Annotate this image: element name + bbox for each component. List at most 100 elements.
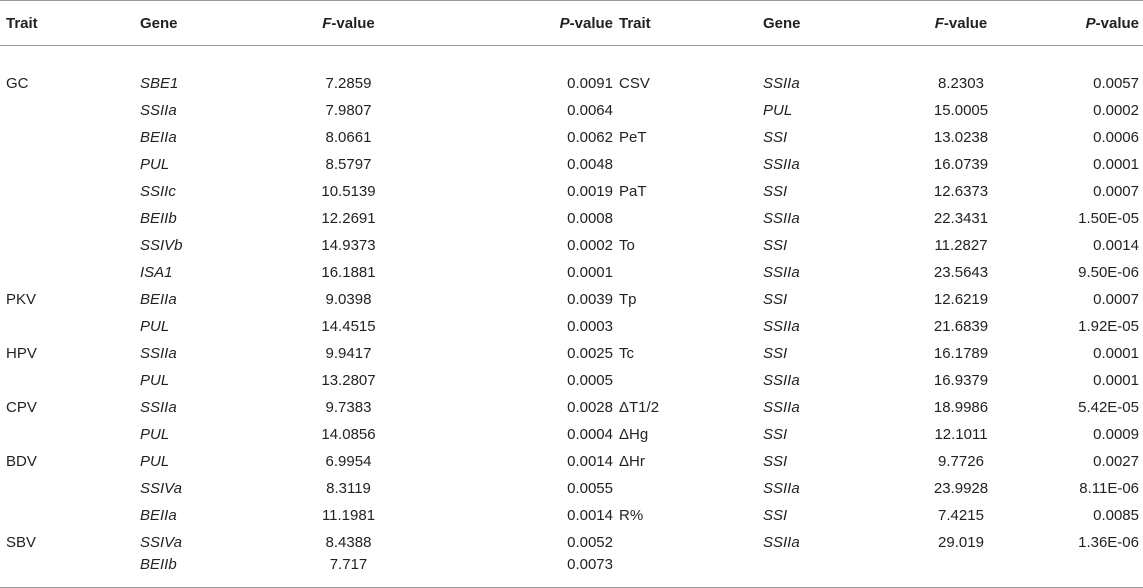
gene-cell: BEIIa — [140, 507, 177, 524]
p-value-cell: 0.0019 — [567, 183, 613, 200]
gene-cell: SSI — [763, 426, 788, 443]
trait-cell — [0, 232, 140, 259]
gene-cell: BEIIb — [140, 556, 265, 588]
trait-cell — [613, 97, 763, 124]
gene-cell: SSIIa — [763, 210, 800, 227]
header-f-value-2: F-value — [893, 0, 1029, 46]
f-value-cell: 29.019 — [938, 534, 984, 551]
f-value-cell: 16.1881 — [321, 264, 376, 281]
p-value-cell: 0.0006 — [1093, 129, 1139, 146]
gene-cell: SSIIa — [140, 399, 177, 416]
trait-cell: PKV — [6, 291, 37, 308]
trait-cell: BDV — [6, 453, 37, 470]
gene-cell: ISA1 — [140, 264, 173, 281]
trait-cell — [0, 124, 140, 151]
header-trait-2: Trait — [613, 0, 763, 46]
table-row: HPV SSIIa 9.9417 0.0025 Tc SSI 16.1789 0.0001 — [0, 340, 1143, 367]
p-value-cell: 0.0001 — [567, 264, 613, 281]
trait-cell: Tp — [619, 291, 637, 308]
p-value-cell: 0.0003 — [567, 318, 613, 335]
f-value-cell: 7.9807 — [325, 102, 372, 119]
p-value-cell: 5.42E-05 — [1078, 399, 1139, 416]
p-value-cell: 0.0064 — [567, 102, 613, 119]
p-value-cell: 0.0048 — [567, 156, 613, 173]
table-row: BEIIb 7.717 0.0073 — [0, 556, 1143, 588]
f-value-cell: 12.1011 — [934, 426, 988, 443]
trait-cell: SBV — [6, 534, 37, 551]
f-value-cell: 22.3431 — [933, 210, 989, 227]
f-value-cell: 12.2691 — [321, 210, 376, 227]
gene-cell: SSIIc — [140, 183, 176, 200]
trait-cell — [613, 475, 763, 502]
gene-cell: SSIIa — [763, 480, 800, 497]
p-value-cell: 1.92E-05 — [1078, 318, 1139, 335]
trait-cell: ΔHg — [619, 426, 649, 443]
table-row: SBV SSIVa 8.4388 0.0052 SSIIa 29.019 1.36E-06 — [0, 529, 1143, 556]
header-gene-2: Gene — [763, 0, 893, 46]
p-value-cell: 0.0007 — [1093, 183, 1139, 200]
p-value-cell: 1.50E-05 — [1078, 210, 1139, 227]
gene-cell: SSI — [763, 183, 788, 200]
p-value-cell: 0.0085 — [1093, 507, 1139, 524]
gene-cell: SSI — [763, 237, 788, 254]
trait-cell: R% — [619, 507, 644, 524]
gene-cell: SSIIa — [140, 102, 177, 119]
table-row: ISA1 16.1881 0.0001 SSIIa 23.5643 9.50E-06 — [0, 259, 1143, 286]
p-value-cell: 0.0005 — [567, 372, 613, 389]
f-value-cell: 6.9954 — [325, 453, 372, 470]
trait-cell — [613, 151, 763, 178]
trait-cell: PaT — [619, 183, 647, 200]
gene-cell: SSIIa — [763, 372, 800, 389]
f-value-cell: 9.7383 — [325, 399, 372, 416]
f-value-cell: 8.3119 — [326, 480, 371, 497]
p-value-cell: 0.0008 — [567, 210, 613, 227]
trait-cell — [0, 313, 140, 340]
f-value-cell: 23.5643 — [933, 264, 989, 281]
trait-cell — [0, 178, 140, 205]
table-row: CPV SSIIa 9.7383 0.0028 ΔT1/2 SSIIa 18.9986 5.4… — [0, 394, 1143, 421]
p-value-cell: 0.0062 — [567, 129, 613, 146]
f-value-cell: 12.6219 — [933, 291, 989, 308]
gene-cell: SSIIa — [763, 156, 800, 173]
gene-cell: PUL — [763, 102, 793, 119]
trait-cell — [613, 367, 763, 394]
table-row: PUL 14.4515 0.0003 SSIIa 21.6839 1.92E-05 — [0, 313, 1143, 340]
trait-cell — [0, 97, 140, 124]
p-value-cell: 0.0001 — [1093, 372, 1139, 389]
table-row: BEIIa 8.0661 0.0062 PeT SSI 13.0238 0.0006 — [0, 124, 1143, 151]
p-value-cell: 0.0027 — [1093, 453, 1139, 470]
table-row: GC SBE1 7.2859 0.0091 CSV SSIIa 8.2303 0.0057 — [0, 46, 1143, 98]
header-p-value: P-value — [432, 0, 613, 46]
trait-cell — [0, 421, 140, 448]
trait-cell: ΔHr — [619, 453, 645, 470]
trait-cell: CSV — [619, 75, 650, 92]
p-value-cell: 0.0025 — [567, 345, 613, 362]
table-row: BEIIb 12.2691 0.0008 SSIIa 22.3431 1.50E-05 — [0, 205, 1143, 232]
f-value-cell: 7.4215 — [938, 507, 984, 524]
p-value-cell: 1.36E-06 — [1078, 534, 1139, 551]
f-value-cell: 11.1981 — [321, 507, 376, 524]
p-value-cell: 0.0007 — [1093, 291, 1139, 308]
gene-cell: SSIIa — [763, 264, 800, 281]
gene-cell: PUL — [140, 372, 170, 389]
p-value-cell: 0.0014 — [567, 507, 613, 524]
gene-cell: SSI — [763, 453, 788, 470]
gene-cell: SSI — [763, 291, 788, 308]
f-value-cell — [893, 556, 1029, 588]
header-trait: Trait — [0, 0, 140, 46]
table-row: SSIVb 14.9373 0.0002 To SSI 11.2827 0.0014 — [0, 232, 1143, 259]
trait-cell — [613, 556, 763, 588]
f-value-cell: 9.9417 — [325, 345, 372, 362]
f-value-cell: 8.5797 — [325, 156, 372, 173]
f-value-cell: 16.0739 — [933, 156, 989, 173]
trait-cell — [613, 529, 763, 556]
gene-cell: SSIVa — [140, 480, 182, 497]
header-row: Trait Gene F-value P-value Trait Gene F-… — [0, 0, 1143, 46]
f-value-cell: 13.0238 — [933, 129, 989, 146]
trait-cell — [0, 502, 140, 529]
header-f-value: F-value — [265, 0, 432, 46]
f-value-cell: 10.5139 — [321, 183, 376, 200]
f-value-cell: 8.0661 — [325, 129, 372, 146]
f-value-cell: 8.2303 — [938, 75, 984, 92]
